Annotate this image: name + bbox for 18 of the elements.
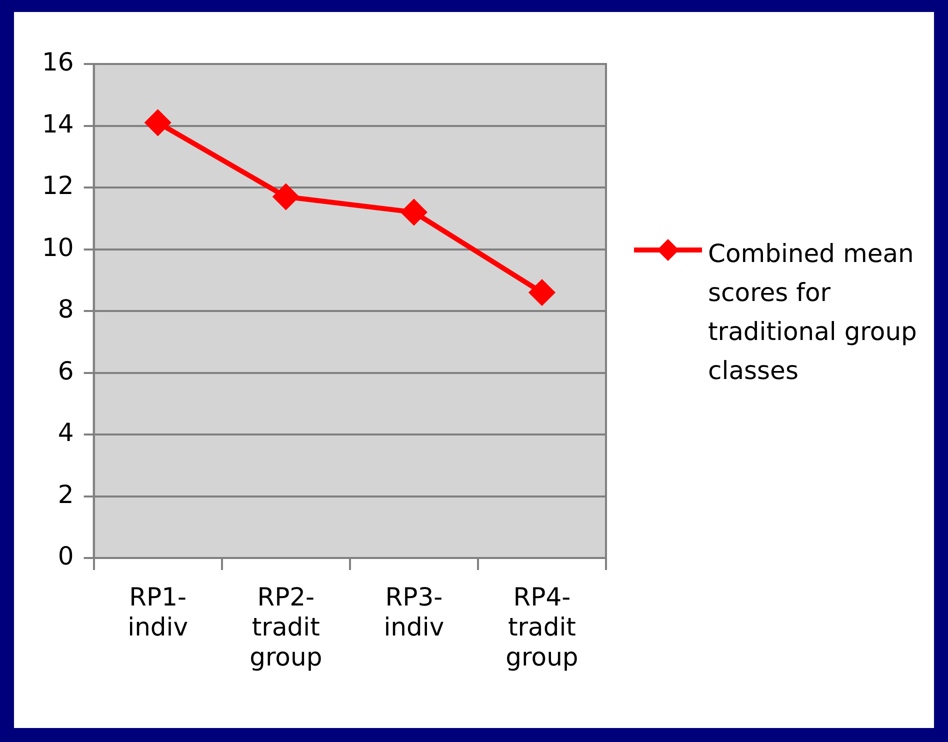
y-tick-label: 2 [58, 480, 74, 509]
x-tick-label: RP4-tradit group [506, 582, 578, 672]
x-tick-label: RP1-indiv [128, 582, 188, 642]
y-tick-label: 6 [58, 356, 74, 386]
point [273, 184, 298, 210]
x-tick-label: RP3-indiv [384, 582, 444, 642]
y-tick-label: 12 [42, 171, 74, 200]
point [401, 200, 426, 225]
point [145, 110, 170, 136]
x-tick-label: RP2-tradit group [250, 582, 322, 672]
y-tick-label: 14 [42, 109, 74, 138]
y-tick-label: 16 [42, 48, 74, 76]
y-tick-label: 10 [42, 232, 74, 262]
y-tick-label: 8 [58, 294, 74, 324]
legend-label: Combined mean scores for traditional group classes [708, 238, 918, 387]
point [529, 280, 554, 305]
y-tick-label: 4 [58, 418, 74, 447]
y-tick-label: 0 [58, 542, 74, 570]
